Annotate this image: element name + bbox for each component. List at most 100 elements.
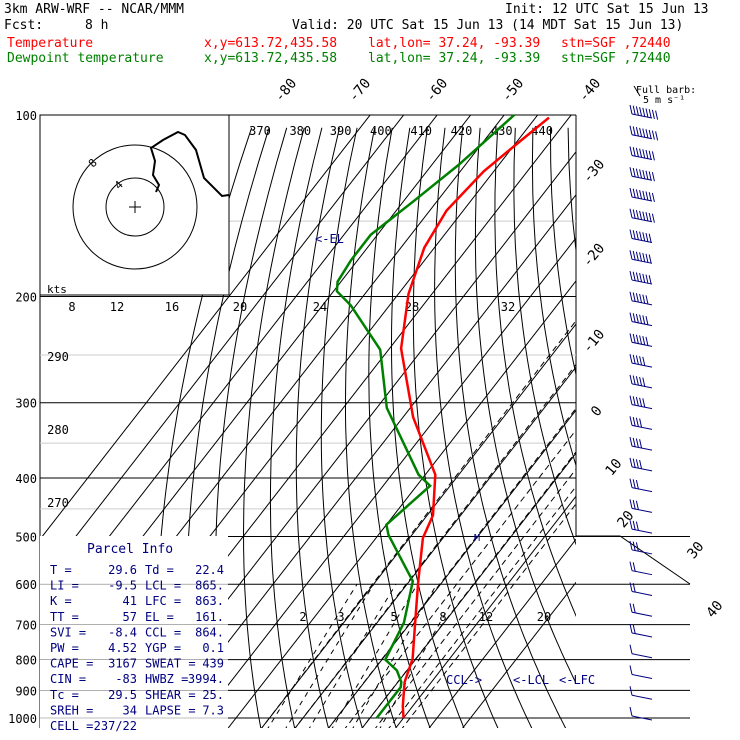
parcel-value-1: -9.5 — [108, 579, 137, 593]
mixing-ratio-20 — [378, 583, 463, 728]
wind-barb — [629, 270, 653, 285]
wind-barb-flag — [639, 252, 643, 262]
wind-barb-flag — [648, 275, 652, 285]
wind-barb-flag — [642, 169, 646, 180]
wind-barb-flag — [648, 171, 652, 181]
dry-adiabat-260 — [242, 127, 305, 728]
parcel-key2-8: SHEAR = — [145, 688, 196, 702]
mixing-ratio-5 — [307, 583, 397, 728]
isotherm--20 — [227, 280, 576, 728]
wind-barb-flag — [648, 233, 652, 243]
wind-barb-flag — [635, 189, 639, 199]
wind-barb — [629, 187, 655, 203]
wind-barb-flag — [642, 253, 646, 263]
wind-barb — [629, 540, 653, 555]
wind-barb — [629, 312, 653, 327]
wind-barb-flag — [642, 273, 646, 283]
wind-barb-flag — [629, 457, 633, 468]
wind-barb-flag — [645, 108, 649, 118]
hodograph-trace — [149, 130, 230, 198]
wind-barb-flag — [629, 208, 633, 218]
parcel-value2-6: 439 — [202, 657, 224, 671]
dry-adiabat-290 — [320, 127, 363, 728]
wind-barb-flag — [639, 106, 643, 117]
wind-barb — [629, 499, 653, 513]
wind-barb-flag — [642, 128, 646, 138]
wind-barb — [629, 644, 653, 659]
wind-barb-flag — [639, 439, 643, 449]
wind-barb-flag — [639, 397, 643, 407]
wind-barb-flag — [642, 336, 646, 346]
wind-barb-flag — [632, 375, 636, 385]
mixing-ratio-upper-label-24: 24 — [313, 300, 327, 314]
dry-adiabat-410 — [567, 127, 576, 254]
parcel-value-10: 237/22 — [94, 719, 137, 733]
wind-barb — [629, 561, 653, 576]
moist-adiabat-15 — [344, 429, 576, 728]
parcel-value2-4: 864. — [195, 625, 224, 639]
wind-barb-flag — [645, 295, 649, 305]
wind-barb-flag — [635, 127, 639, 137]
mixing-ratio-lower-label-8: 8 — [439, 610, 446, 624]
barb-panel-edge — [576, 535, 691, 585]
pressure-label-300: 300 — [15, 397, 37, 411]
mixing-ratio-lines — [265, 583, 463, 728]
parcel-value-7: -83 — [115, 672, 137, 686]
moist-adiabat-24 — [374, 468, 576, 728]
wind-barb-flag — [632, 333, 636, 344]
lcl-label: <-LCL — [513, 673, 549, 687]
isotherm-label--80: -80 — [272, 76, 301, 106]
wind-barb-flag — [629, 312, 633, 322]
dry-adiabat-270 — [269, 127, 323, 728]
mixing-ratio-upper-label-8: 8 — [68, 300, 75, 314]
dry-adiabat-350 — [454, 127, 567, 728]
dry-adiabat-370 — [494, 127, 576, 618]
wind-barb-flag — [639, 314, 643, 324]
isotherm-label-40: 40 — [703, 598, 726, 621]
wind-barb-flag — [629, 478, 633, 488]
temperature-line — [399, 116, 550, 719]
moist-adiabat-lines — [261, 319, 576, 728]
dry-adiabat-360 — [474, 127, 576, 685]
wind-barb-flag — [632, 271, 636, 281]
wind-barb-flag — [632, 292, 636, 302]
wind-barbs: Full barb:5 m s⁻¹ — [629, 85, 696, 721]
wind-barb-flag — [632, 541, 636, 551]
isotherm-label-30: 30 — [684, 539, 707, 562]
wind-barb-flag — [632, 500, 636, 510]
dry-adiabat-330 — [412, 127, 499, 728]
hodograph-ring-outer — [72, 144, 198, 270]
wind-barb-flag — [642, 294, 646, 304]
wind-barb-flag — [642, 211, 646, 221]
header-init: Init: 12 UTC Sat 15 Jun 13 — [505, 2, 709, 17]
wind-barb-flag — [645, 336, 649, 346]
wind-barb-flag — [648, 150, 652, 160]
wind-barb-flag — [651, 130, 655, 140]
dry-adiabat-340 — [434, 127, 533, 728]
parcel-key2-1: LCL = — [145, 579, 181, 593]
wind-barb — [629, 623, 653, 638]
wind-barb — [629, 374, 653, 389]
el-label: <-EL — [315, 232, 344, 246]
dry-adiabat-label-390: 390 — [330, 124, 352, 138]
wind-barb — [629, 229, 653, 244]
wind-barb-flag — [642, 356, 646, 367]
wind-barb-flag — [632, 437, 636, 447]
wind-barb-flag — [632, 209, 636, 219]
isotherm-label--70: -70 — [346, 76, 375, 106]
parcel-key2-4: CCL = — [145, 625, 181, 639]
wind-barb-flag — [635, 230, 639, 241]
wind-barb-flag — [632, 458, 636, 468]
wind-barb-shaft — [631, 673, 653, 679]
wind-barb-flag — [635, 210, 639, 220]
dewpoint-line — [335, 114, 516, 719]
isotherm--100 — [40, 115, 438, 627]
wind-barb-flag — [642, 232, 646, 242]
wind-barb-flag — [635, 521, 639, 531]
wind-barb — [629, 250, 653, 264]
mixing-ratio-8 — [330, 583, 418, 728]
wind-barb-flag — [642, 149, 646, 159]
mixing-ratio-3 — [283, 583, 375, 728]
wind-barb-flag — [635, 500, 639, 510]
dry-adiabat-420 — [586, 128, 740, 731]
